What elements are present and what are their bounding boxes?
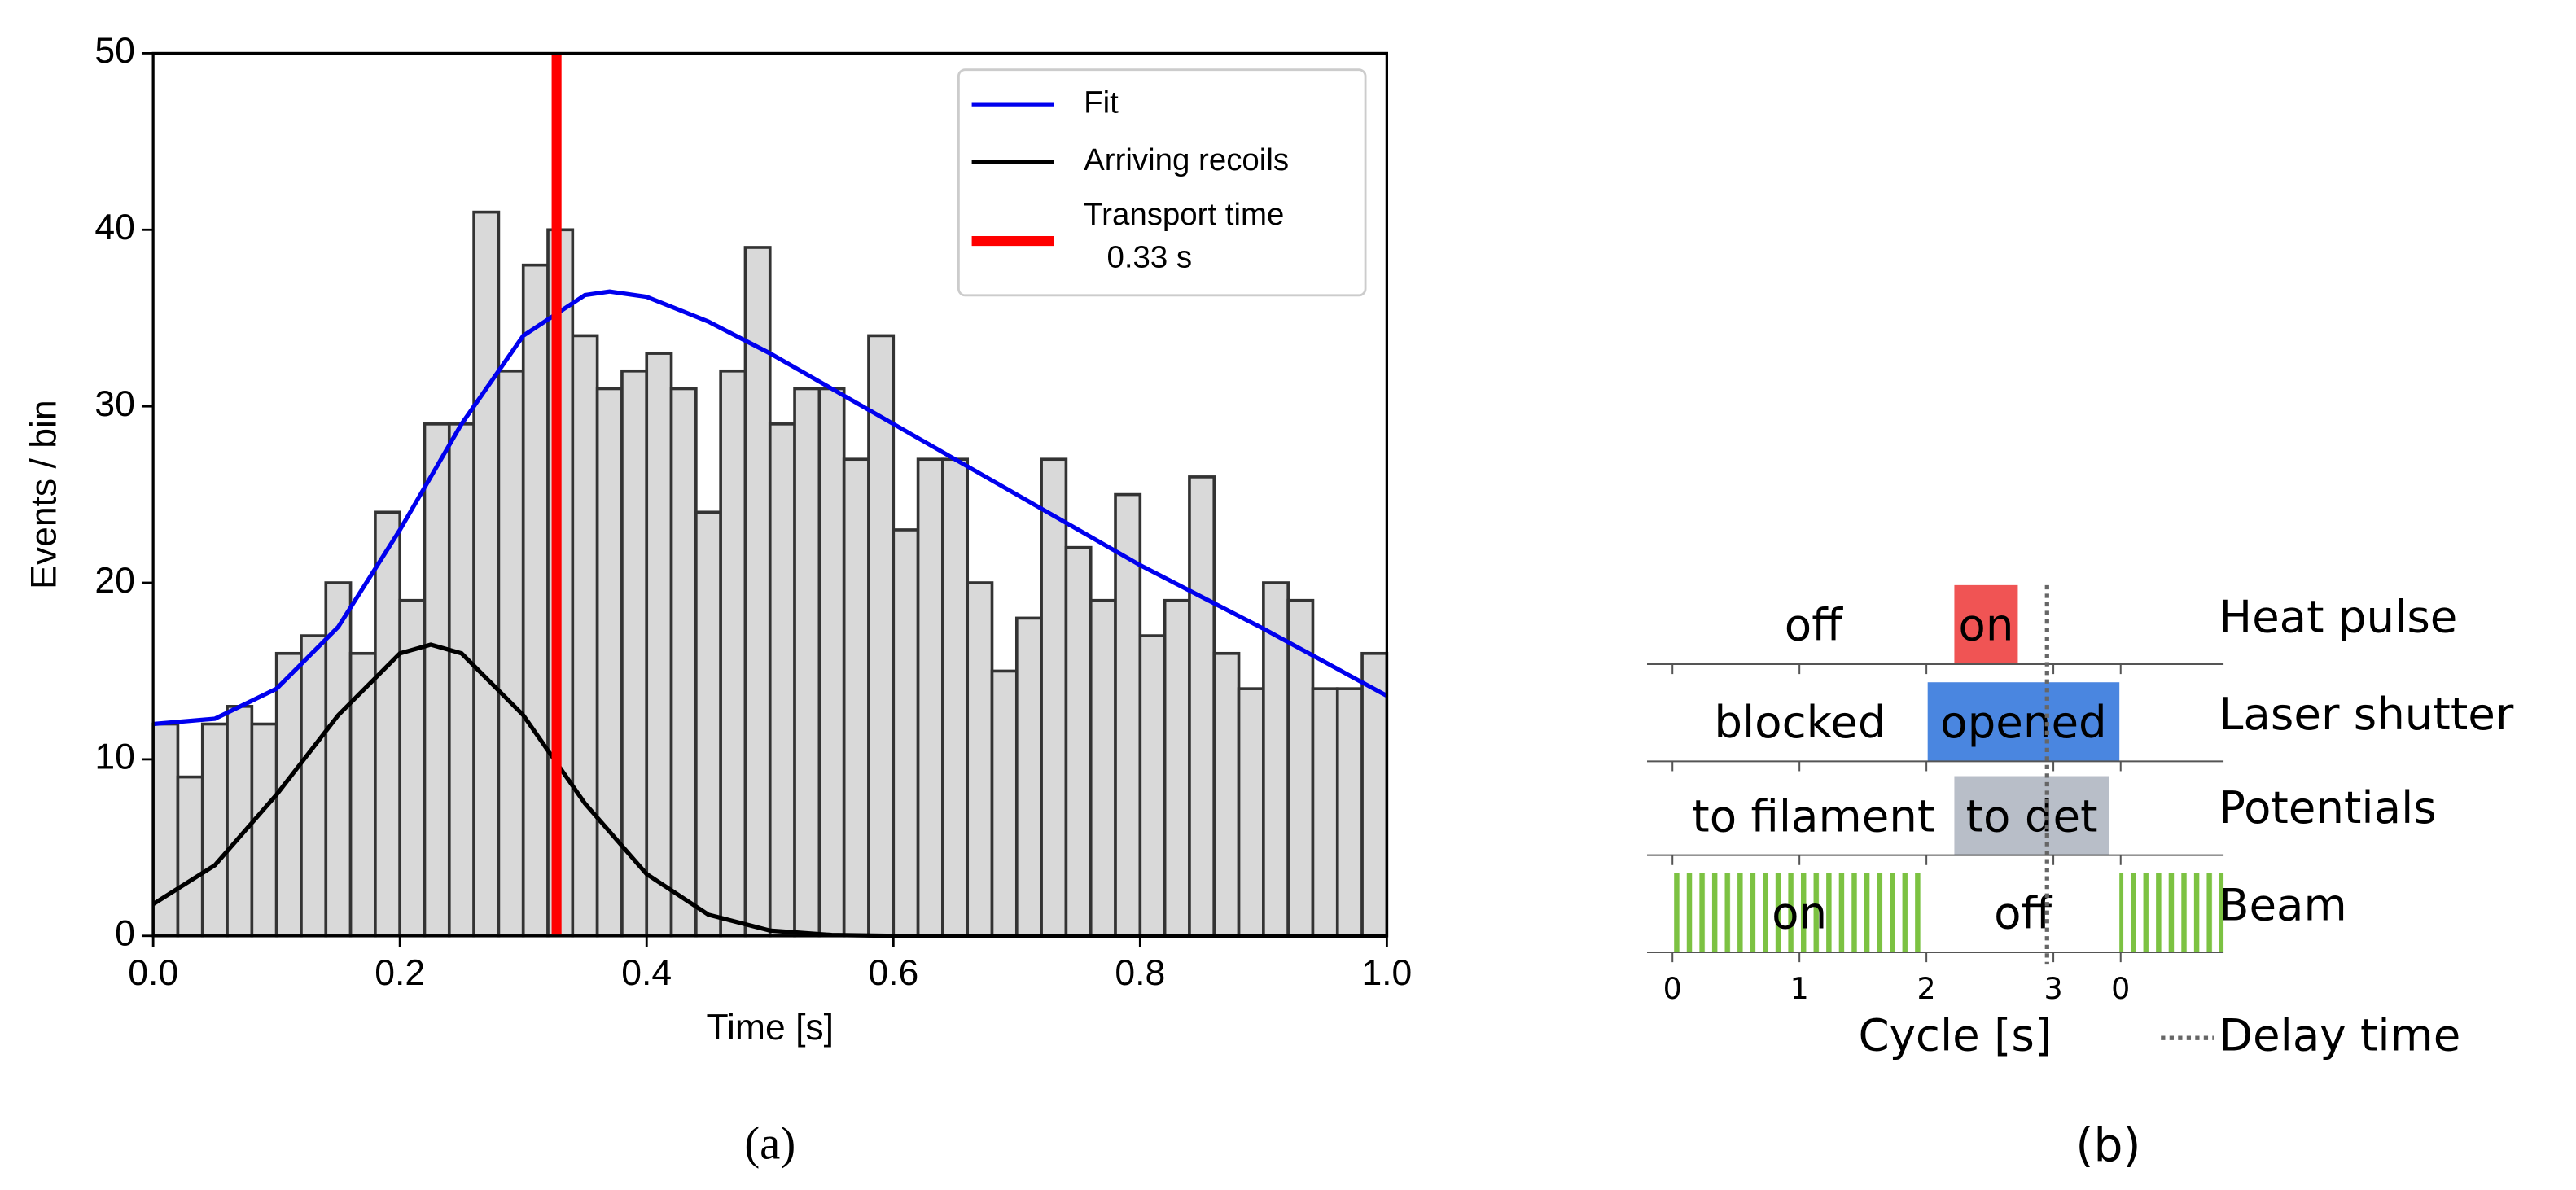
plot-frame	[151, 51, 1388, 938]
panel-a: 0 10 20 30 40 50 0.0 0.2 0.4 0.6 0.8 1.0 Time [s] Eve…	[24, 31, 1412, 1170]
bar	[768, 422, 796, 938]
bar	[1014, 616, 1043, 938]
bar	[521, 263, 550, 938]
curve	[152, 289, 1388, 727]
legend-box	[957, 68, 1367, 297]
x-tick-label: 1.0	[1361, 953, 1412, 993]
legend-label: Delay time	[2219, 1008, 2460, 1061]
bar	[817, 387, 846, 938]
row-name: Beam	[2219, 879, 2347, 931]
bar	[1040, 457, 1068, 938]
segment-label: off	[1785, 599, 1843, 651]
segment-label: on	[1772, 887, 1827, 939]
segment	[1672, 873, 1927, 952]
bar	[1064, 545, 1093, 938]
row-name: Potentials	[2219, 781, 2437, 833]
bar	[447, 422, 475, 938]
x-tick-label: 2	[1917, 971, 1936, 1006]
row-name: Laser shutter	[2219, 688, 2514, 740]
bar	[916, 457, 944, 938]
bar	[1089, 598, 1117, 938]
segment-label: opened	[1940, 696, 2107, 748]
bar	[990, 669, 1019, 938]
x-tick-label: 3	[2044, 971, 2063, 1006]
y-tick-label: 40	[94, 208, 135, 247]
bar	[793, 387, 821, 938]
segment-label: on	[1958, 599, 2013, 651]
legend-value-label: 0.33 s	[1106, 239, 1192, 274]
caption: (a)	[744, 1119, 795, 1170]
caption: (b)	[2075, 1118, 2140, 1172]
bar	[176, 775, 204, 938]
bar	[497, 369, 525, 938]
x-axis-label: Cycle [s]	[1858, 1008, 2052, 1061]
segment	[1954, 776, 2109, 855]
bar	[571, 334, 599, 938]
bar	[250, 722, 278, 938]
bar	[374, 510, 402, 938]
bar	[966, 581, 994, 938]
bar	[1237, 687, 1265, 938]
legend-label: Fit	[1084, 85, 1119, 120]
y-tick-label: 20	[94, 561, 135, 601]
x-tick-label: 0.8	[1115, 953, 1165, 993]
segment-label: blocked	[1714, 696, 1886, 748]
bar	[348, 651, 377, 938]
segment	[2119, 873, 2224, 952]
bar	[1311, 687, 1339, 938]
bar	[1335, 687, 1364, 938]
bar	[1212, 651, 1241, 938]
segment-label: off	[1994, 887, 2052, 939]
x-tick-label: 0.0	[128, 953, 178, 993]
legend-label: Transport time	[1084, 197, 1284, 232]
segment	[1927, 682, 2120, 762]
segment	[1954, 584, 2018, 664]
panel-b: off on Heat pulse blocked opened Laser shutte…	[1647, 584, 2514, 1172]
bar	[274, 651, 303, 938]
row-name: Heat pulse	[2219, 590, 2457, 642]
bar	[423, 422, 451, 938]
bar	[472, 210, 501, 938]
bar	[1138, 634, 1167, 938]
y-tick-label: 10	[94, 737, 135, 777]
y-tick-label: 0	[115, 914, 135, 954]
x-tick-label: 0	[1663, 971, 1682, 1006]
bar	[200, 722, 229, 938]
bar	[1163, 598, 1191, 938]
bar	[1360, 651, 1389, 938]
bar	[941, 457, 970, 938]
bar	[595, 387, 624, 938]
x-tick-label: 0.6	[868, 953, 918, 993]
bar	[892, 528, 920, 938]
bar	[1188, 475, 1216, 938]
x-tick-label: 0.4	[621, 953, 672, 993]
bar	[669, 387, 698, 938]
segment-label: to det	[1966, 790, 2098, 842]
bar	[719, 369, 747, 938]
y-tick-label: 50	[94, 31, 135, 71]
segment-label: to filament	[1692, 790, 1934, 842]
x-axis-label: Time [s]	[706, 1008, 834, 1048]
bar	[300, 634, 328, 938]
x-tick-label: 1	[1790, 971, 1809, 1006]
bar	[842, 457, 870, 938]
bar	[694, 510, 722, 938]
x-tick-label: 0	[2111, 971, 2130, 1006]
y-tick-label: 30	[94, 384, 135, 424]
x-tick-label: 0.2	[375, 953, 425, 993]
y-axis-label: Events / bin	[24, 400, 64, 589]
bar	[645, 352, 673, 938]
legend-label: Arriving recoils	[1084, 142, 1289, 177]
bar	[867, 334, 896, 938]
bar	[226, 705, 254, 938]
